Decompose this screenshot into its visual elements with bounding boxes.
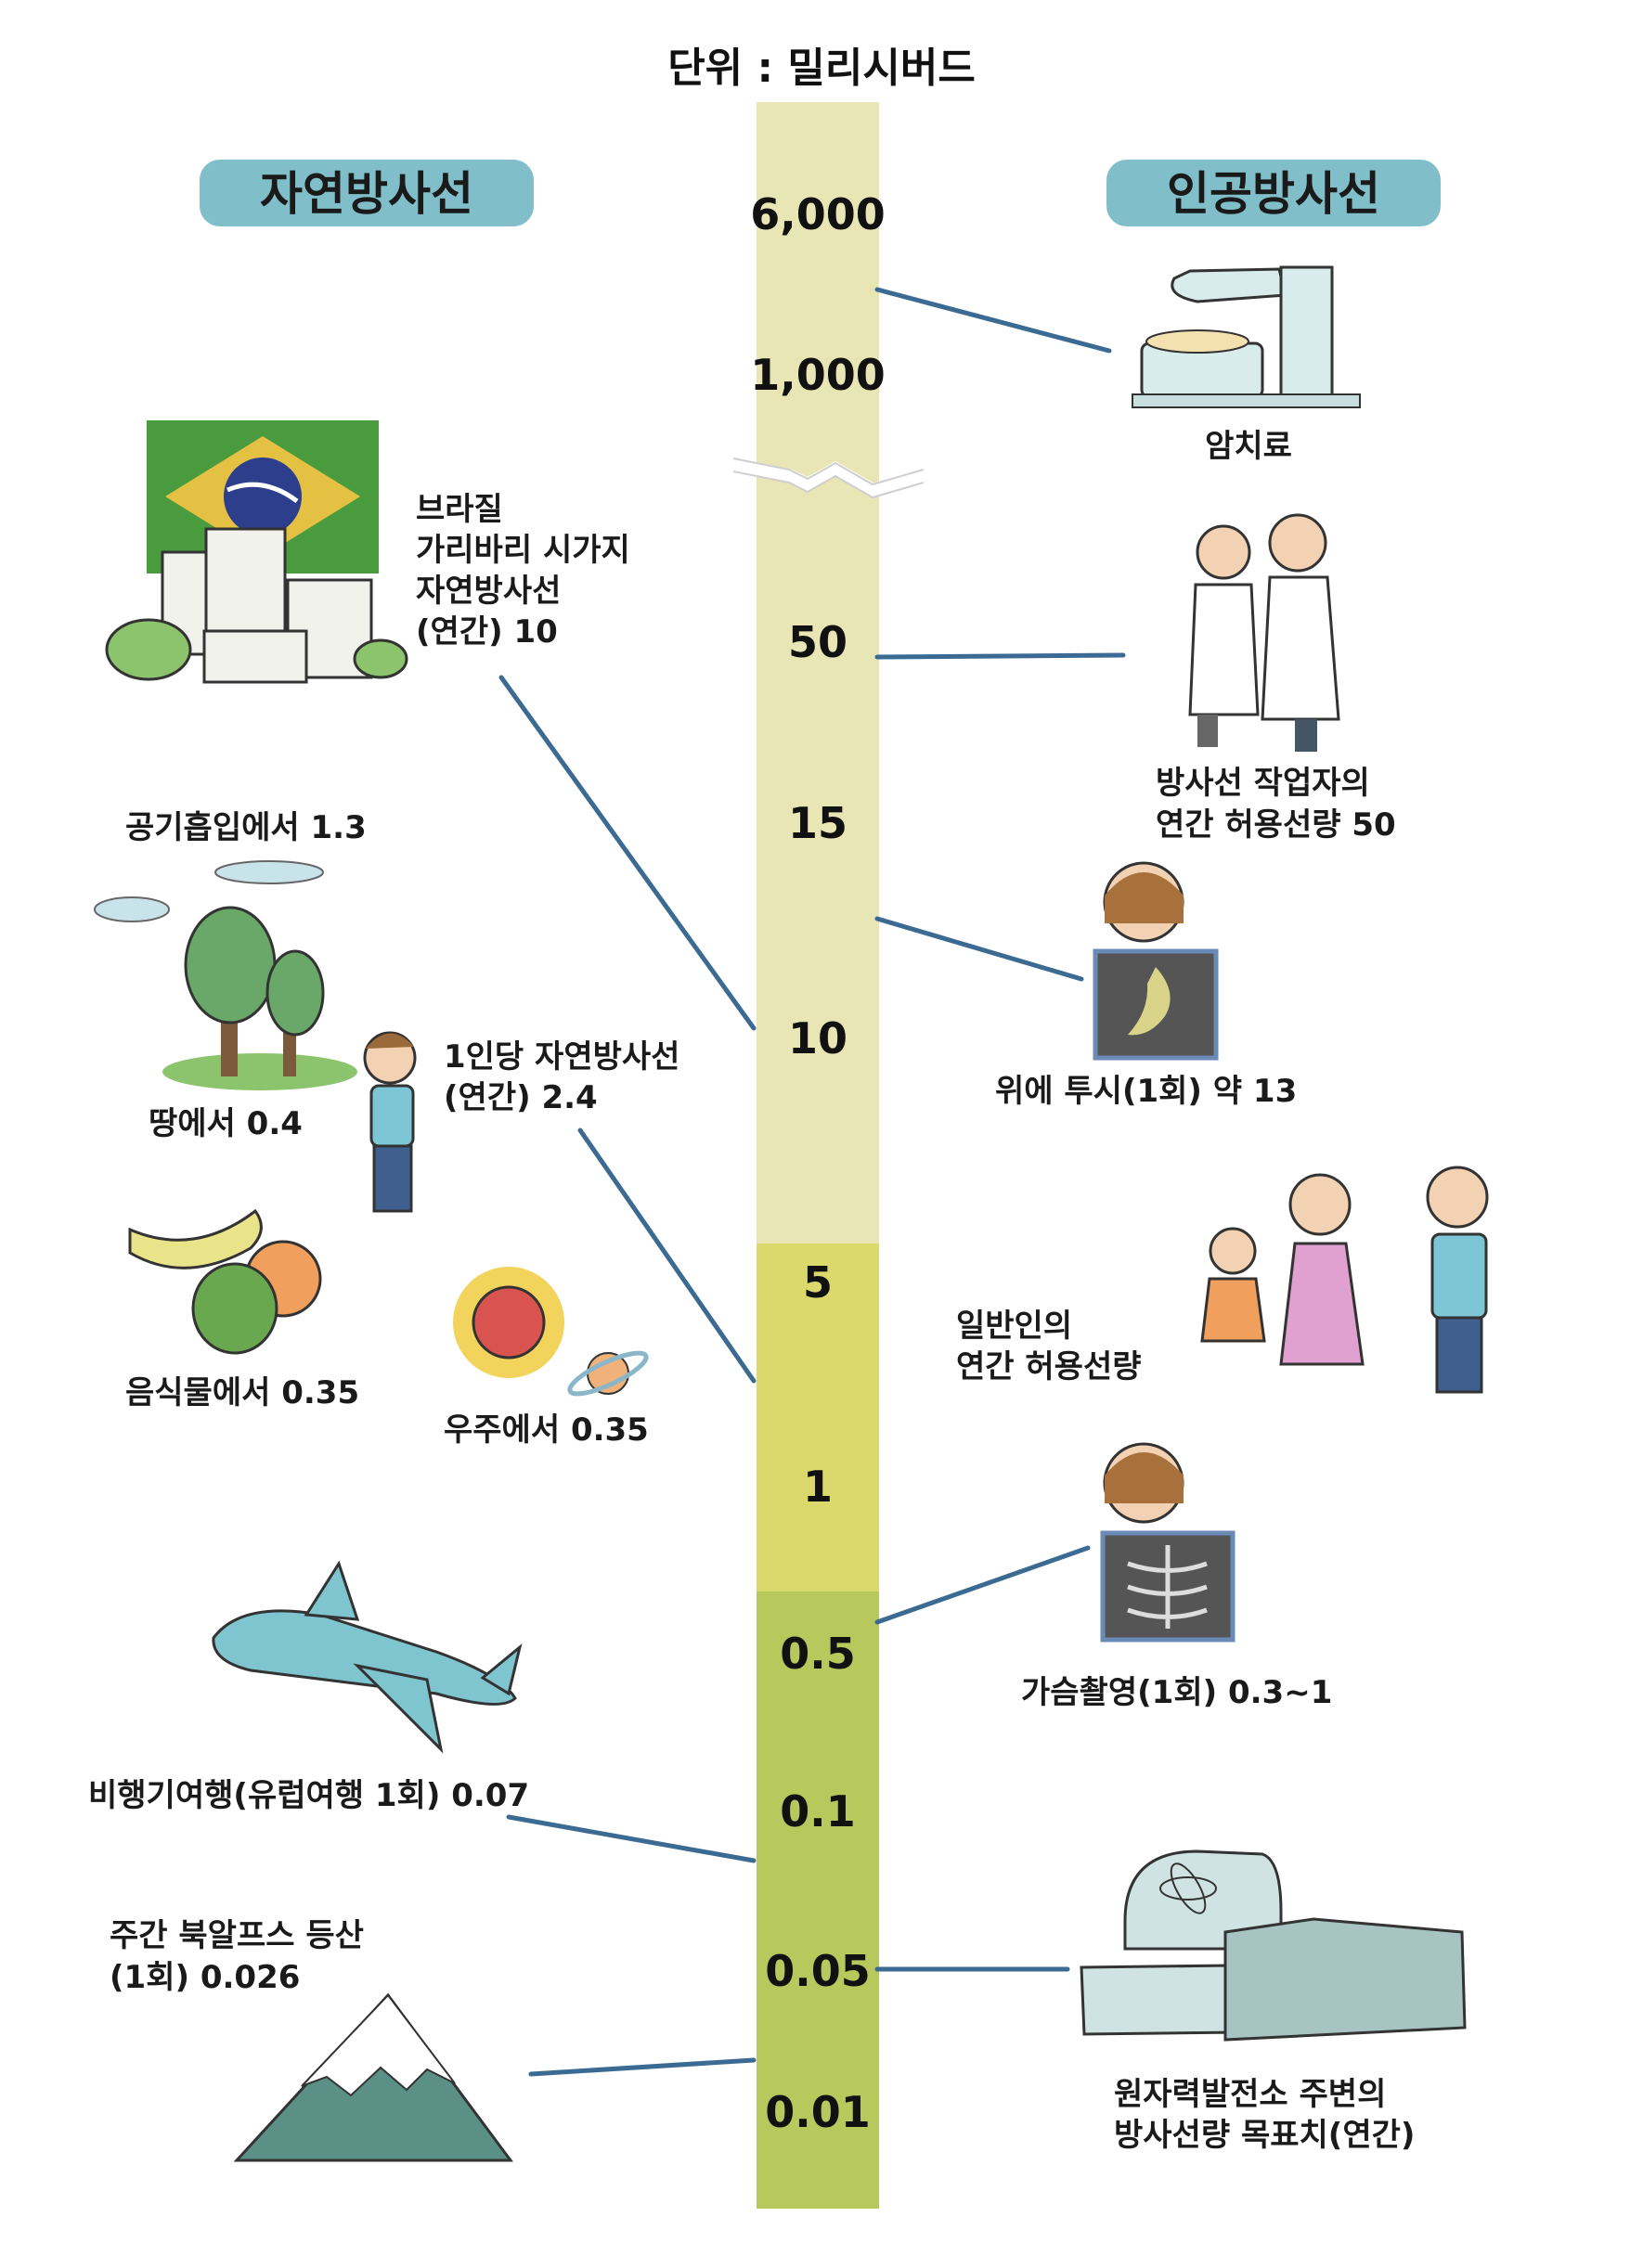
scale-tick-label: 5 <box>803 1257 833 1308</box>
scale-ticks: 6,000 1,000 50 15 10 5 1 0.5 0.1 0.05 0.01 <box>750 189 886 2137</box>
scale-tick-label: 0.01 <box>765 2087 871 2137</box>
scale-break-mark <box>731 457 925 497</box>
worker-label-line-1: 방사선 작업자의 <box>1156 765 1370 802</box>
flight-label: 비행기여행(유럽여행 1회) 0.07 <box>88 1777 529 1814</box>
public-dose-line-2: 연간 허용선량 <box>956 1348 1142 1385</box>
public-dose-line-1: 일반인의 <box>956 1308 1072 1345</box>
brazil-label-line-2: 가리바리 시가지 <box>416 532 630 569</box>
scale-section-high <box>757 102 879 1244</box>
connector-cancer <box>874 287 1112 354</box>
scale-tick-label: 0.05 <box>765 1946 871 1996</box>
space-label: 우주에서 0.35 <box>444 1411 649 1449</box>
food-label: 음식물에서 0.35 <box>125 1374 359 1411</box>
connector-flight <box>506 1814 757 1863</box>
brazil-label-line-4: (연간) 10 <box>416 613 558 651</box>
alps-label-line-2: (1회) 0.026 <box>110 1959 300 1996</box>
nuclear-plant-icon <box>1080 1849 1467 2042</box>
connector-brazil <box>498 675 757 1031</box>
scale-tick-label: 50 <box>788 617 847 667</box>
sun-planet-icon <box>453 1267 649 1397</box>
scale-tick-label: 0.5 <box>780 1629 856 1679</box>
scale-tick-label: 0.1 <box>780 1786 856 1836</box>
artificial-radiation-header: 인공방사선 <box>1106 160 1441 226</box>
airplane-icon <box>212 1560 523 1754</box>
per-person-line-2: (연간) 2.4 <box>444 1079 598 1116</box>
chest-xray-label: 가슴촬영(1회) 0.3~1 <box>1021 1674 1332 1711</box>
brazil-label-line-3: 자연방사선 <box>416 573 561 610</box>
alps-label-line-1: 주간 북알프스 등산 <box>110 1917 364 1954</box>
per-person-line-1: 1인당 자연방사선 <box>444 1038 679 1076</box>
cancer-therapy-label: 암치료 <box>1205 428 1292 465</box>
scale-tick-label: 15 <box>788 798 847 848</box>
brazil-city-icon <box>105 420 408 684</box>
family-icon <box>1200 1166 1489 1394</box>
xray-stomach-icon <box>1093 861 1219 1061</box>
mountain-icon <box>233 1992 513 2162</box>
brazil-label-line-1: 브라질 <box>416 491 503 528</box>
air-label: 공기흡입에서 1.3 <box>125 809 367 846</box>
stomach-xray-label: 위에 투시(1회) 약 13 <box>995 1073 1297 1110</box>
connector-per-person <box>577 1128 757 1384</box>
scale-tick-label: 1 <box>803 1462 833 1512</box>
connector-chest <box>874 1545 1091 1625</box>
natural-radiation-title: 자연방사선 <box>260 167 473 221</box>
plant-label-line-2: 방사선량 목표치(연간) <box>1114 2117 1415 2154</box>
cloud-icon <box>94 860 324 922</box>
doctors-icon <box>1188 513 1340 752</box>
connector-alps <box>528 2057 757 2077</box>
worker-label-line-2: 연간 허용선량 50 <box>1156 806 1396 844</box>
trees-icon <box>162 906 357 1090</box>
dose-scale-bar <box>731 102 925 2209</box>
unit-label: 단위 : 밀리시버드 <box>667 45 976 92</box>
scale-tick-label: 1,000 <box>750 350 886 400</box>
plant-label-line-1: 원자력발전소 주변의 <box>1114 2076 1386 2113</box>
scale-tick-label: 6,000 <box>750 189 886 239</box>
connector-worker <box>874 652 1126 660</box>
boy-icon <box>363 1031 417 1213</box>
scale-tick-label: 10 <box>788 1013 847 1063</box>
radiotherapy-machine-icon <box>1132 265 1361 408</box>
scale-section-low <box>757 1591 879 2209</box>
fruits-icon <box>128 1208 322 1355</box>
ground-label: 땅에서 0.4 <box>149 1105 303 1142</box>
connector-stomach <box>874 916 1084 982</box>
artificial-radiation-title: 인공방사선 <box>1167 167 1380 221</box>
natural-radiation-header: 자연방사선 <box>200 160 534 226</box>
xray-chest-icon <box>1100 1442 1235 1643</box>
connector-lines <box>498 287 1126 2077</box>
scale-section-mid <box>757 1244 879 1591</box>
